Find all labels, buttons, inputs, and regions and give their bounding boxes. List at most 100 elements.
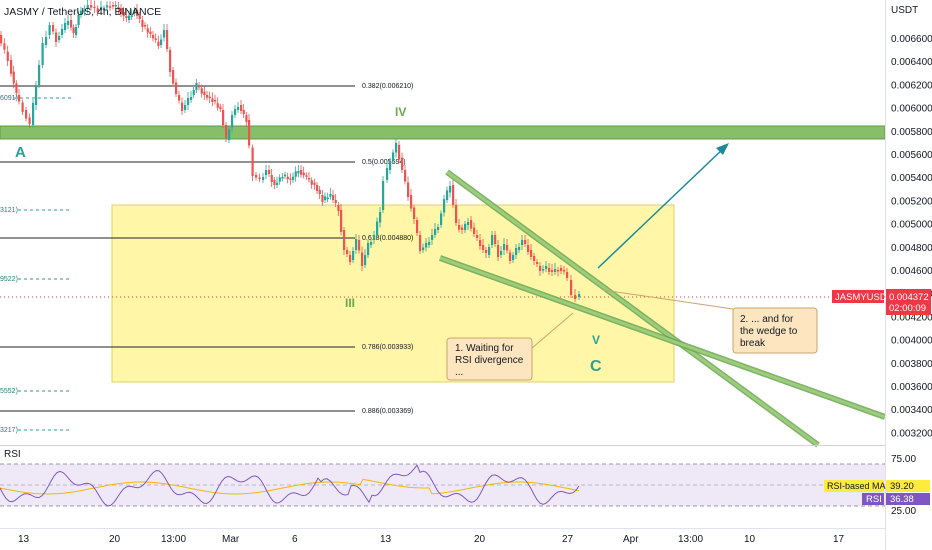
candle-body <box>318 190 321 194</box>
candle-body <box>488 247 491 255</box>
candle-body <box>358 240 361 251</box>
wave-label-a: A <box>15 144 26 161</box>
candle-body <box>548 268 551 272</box>
price-tag-price: 0.004372 <box>889 292 929 303</box>
price-tick-15: 0.003600 <box>891 382 932 393</box>
candle-body <box>419 235 422 251</box>
candle-body <box>401 157 404 170</box>
wedge-upper-line-inner <box>446 170 819 447</box>
candle-body <box>120 8 123 14</box>
candle-body <box>216 103 219 108</box>
candle-body <box>557 270 560 272</box>
candle-body <box>361 252 364 266</box>
candle-body <box>292 176 295 180</box>
note-rsi-divergence[interactable]: 1. Waiting for RSI divergence ... <box>446 312 574 381</box>
note-wedge-break[interactable]: 2. ... and for the wedge to break <box>602 289 818 354</box>
candle-body <box>12 71 15 84</box>
candle-body <box>90 5 93 8</box>
note2-line2: the wedge to <box>740 326 798 337</box>
fib-label-0618: 0.618(0.004880) <box>362 235 413 242</box>
candle-body <box>255 175 258 178</box>
wave-label-iv: IV <box>395 105 406 119</box>
candle-body <box>386 168 389 180</box>
candle-body <box>192 90 195 95</box>
candle-body <box>494 235 497 244</box>
candle-body <box>349 255 352 262</box>
candle-body <box>163 30 166 38</box>
candle-body <box>149 31 152 34</box>
time-axis[interactable]: 13 20 13:00 Mar 6 13 20 27 Apr 13:00 10 … <box>0 528 885 546</box>
price-axis[interactable]: USDT 0.006600 0.006400 0.006200 0.006000 0.0… <box>885 0 932 550</box>
rsi-pane[interactable]: RSI <box>0 449 885 507</box>
candle-body <box>470 220 473 229</box>
candle-body <box>542 269 545 271</box>
candle-body <box>334 200 337 203</box>
candle-body <box>195 83 198 90</box>
candle-body <box>86 5 89 9</box>
time-tick-11: 17 <box>833 534 845 545</box>
candle-body <box>6 51 9 61</box>
price-tag-countdown: 02:00:09 <box>889 303 926 314</box>
price-tick-14: 0.003800 <box>891 359 932 370</box>
candle-body <box>431 235 434 240</box>
candle-body <box>225 125 228 138</box>
candle-body <box>316 185 319 191</box>
candle-body <box>343 230 346 250</box>
candle-body <box>83 10 86 12</box>
candle-body <box>146 28 149 33</box>
candle-body <box>234 109 237 115</box>
candle-body <box>245 115 248 122</box>
time-tick-8: Apr <box>623 534 639 545</box>
candle-body <box>286 176 289 180</box>
candle-body <box>181 102 184 111</box>
rsi-line <box>0 464 580 507</box>
candle-body <box>440 213 443 225</box>
candle-body <box>313 182 316 185</box>
rsi-ma-line <box>0 478 580 495</box>
candle-body <box>416 220 419 233</box>
candle-body <box>228 129 231 140</box>
price-tick-8: 0.005000 <box>891 220 932 231</box>
time-tick-1: 20 <box>109 534 121 545</box>
price-tick-9: 0.004800 <box>891 243 932 254</box>
candle-body <box>258 177 261 179</box>
candle-body <box>262 177 265 180</box>
falling-wedge <box>438 169 887 448</box>
rsi-tag-label: RSI <box>866 494 882 505</box>
candle-body <box>72 27 75 33</box>
candle-body <box>61 29 64 35</box>
candle-body <box>240 105 243 111</box>
candle-body <box>160 39 163 45</box>
candle-body <box>114 5 117 7</box>
candle-body <box>268 170 271 174</box>
candle-body <box>203 91 206 95</box>
candle-body <box>106 5 109 8</box>
candle-body <box>144 25 147 27</box>
time-tick-3: Mar <box>222 534 240 545</box>
candle-body <box>551 270 554 272</box>
candle-body <box>109 6 112 8</box>
time-tick-5: 13 <box>380 534 392 545</box>
price-tag-symbol: JASMYUSDT <box>835 292 893 303</box>
candle-body <box>464 224 467 230</box>
candle-body <box>404 170 407 182</box>
rsi-level-25: 25.00 <box>891 506 916 517</box>
note1-line1: 1. Waiting for <box>455 343 514 354</box>
candle-body <box>206 95 209 98</box>
candle-body <box>157 41 160 46</box>
candle-body <box>169 50 172 72</box>
note1-line3: ... <box>455 367 463 378</box>
candle-body <box>455 205 458 223</box>
candle-body <box>491 235 494 245</box>
price-axis-unit: USDT <box>891 5 918 16</box>
candle-body <box>289 178 292 180</box>
candle-body <box>346 250 349 254</box>
candle-body <box>574 295 577 299</box>
candle-body <box>200 88 203 94</box>
faint-fib-label-1: 6091) <box>0 95 18 102</box>
candle-body <box>15 83 18 93</box>
candle-body <box>35 86 38 105</box>
rsi-ma-label: RSI-based MA <box>827 481 886 491</box>
candle-body <box>376 221 379 235</box>
